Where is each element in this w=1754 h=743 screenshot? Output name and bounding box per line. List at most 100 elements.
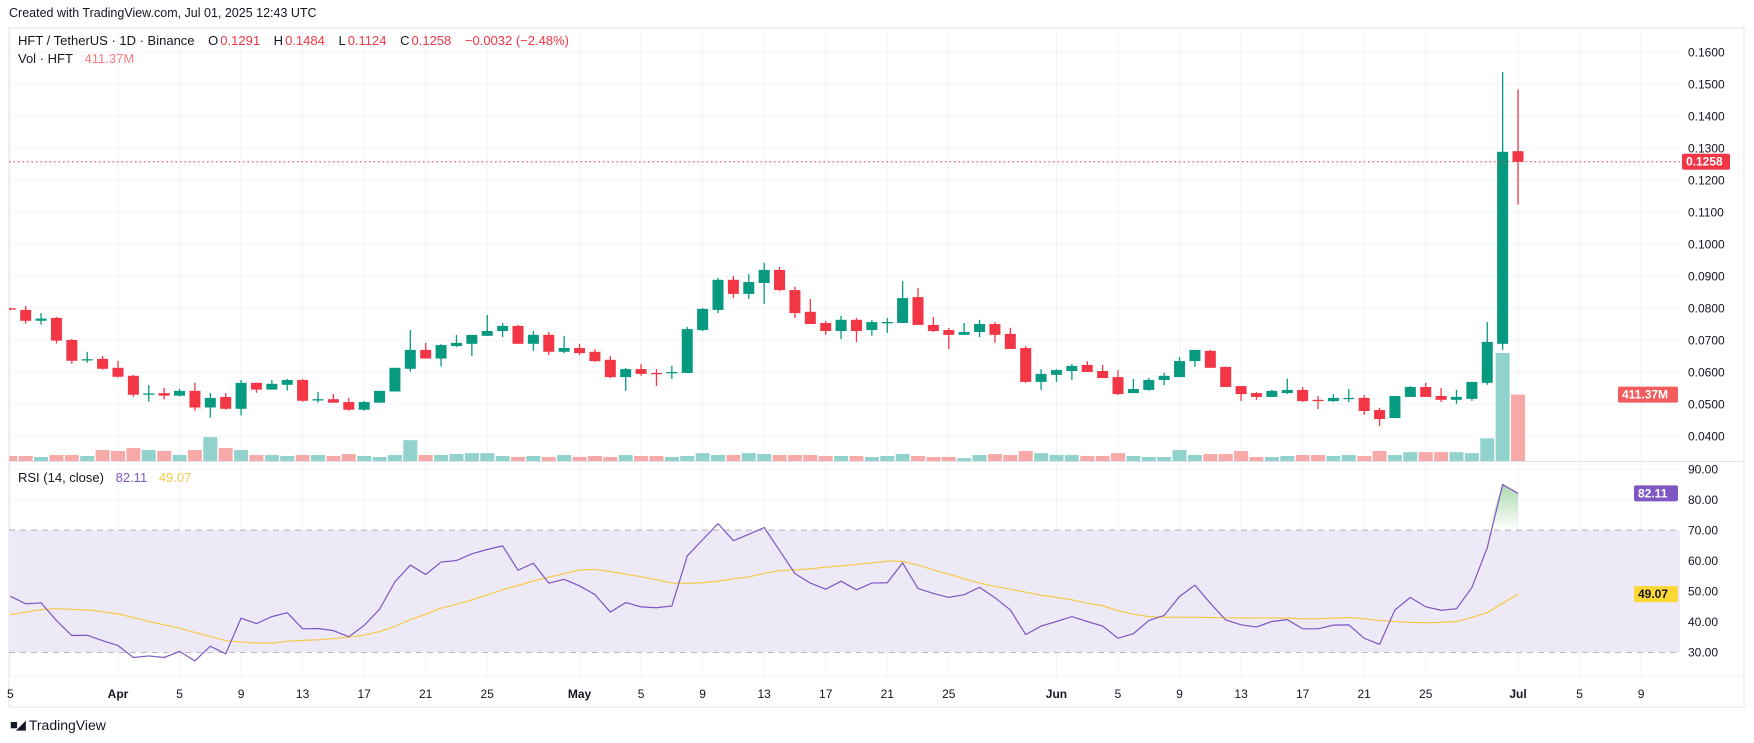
candle-body bbox=[1004, 333, 1016, 349]
time-axis-label: 17 bbox=[1296, 687, 1310, 701]
volume-bar bbox=[1234, 451, 1249, 461]
volume-bar bbox=[495, 456, 510, 461]
volume-bar bbox=[372, 456, 387, 461]
volume-bar bbox=[1311, 455, 1326, 461]
volume-bar bbox=[1018, 451, 1033, 461]
volume-bar bbox=[618, 455, 633, 461]
volume-bar bbox=[603, 456, 618, 461]
candle-body bbox=[1497, 151, 1509, 344]
volume-bar bbox=[9, 456, 18, 461]
candle-body bbox=[850, 319, 862, 332]
price-axis-label: 0.1300 bbox=[1688, 141, 1725, 155]
tradingview-logo[interactable]: ■◢ TradingView bbox=[10, 717, 106, 733]
time-axis-label: Jul bbox=[1509, 687, 1526, 701]
candle-body bbox=[1250, 393, 1262, 397]
time-axis-label: 9 bbox=[238, 687, 245, 701]
volume-bar bbox=[526, 456, 541, 461]
candle-body bbox=[312, 399, 324, 401]
high-value: 0.1484 bbox=[285, 33, 325, 48]
volume-bar bbox=[1218, 454, 1233, 461]
volume-bar bbox=[1249, 456, 1264, 461]
time-axis-label: 9 bbox=[1638, 687, 1645, 701]
volume-bar bbox=[911, 456, 926, 461]
volume-bar bbox=[249, 455, 264, 461]
volume-bar bbox=[1080, 456, 1095, 461]
volume-bar bbox=[1003, 455, 1018, 461]
volume-bar bbox=[49, 455, 64, 461]
volume-bar bbox=[1187, 455, 1202, 461]
axes: 5 Apr 5 9 13 17 21 25 May 5 9 13 17 21 25 Jun 5 9 13 17 21 25… bbox=[7, 45, 1725, 701]
time-axis-label: 13 bbox=[296, 687, 310, 701]
candle-body bbox=[1127, 388, 1139, 394]
rsi-label[interactable]: RSI (14, close) bbox=[18, 470, 104, 485]
candle-body bbox=[835, 319, 847, 332]
volume-bar bbox=[1480, 438, 1495, 461]
candle-body bbox=[35, 318, 47, 321]
candle-body bbox=[250, 382, 262, 390]
candle-body bbox=[20, 309, 32, 321]
candle-body bbox=[1512, 151, 1524, 162]
candle-body bbox=[1404, 387, 1416, 397]
volume-bar bbox=[1264, 456, 1279, 461]
volume-bar bbox=[649, 456, 664, 461]
candle-body bbox=[1066, 365, 1078, 372]
candle-body bbox=[1374, 410, 1386, 420]
low-label: L bbox=[338, 33, 346, 48]
candle-body bbox=[66, 339, 78, 361]
volume-bar bbox=[64, 455, 79, 461]
candle-body bbox=[435, 345, 447, 359]
volume-bar bbox=[341, 454, 356, 461]
candle-body bbox=[635, 369, 647, 374]
time-axis-label: 13 bbox=[757, 687, 771, 701]
candle-body bbox=[1389, 395, 1401, 419]
volume-label[interactable]: Vol · HFT bbox=[18, 51, 73, 66]
symbol-title[interactable]: HFT / TetherUS · 1D · Binance bbox=[18, 33, 195, 48]
candle-body bbox=[174, 390, 186, 396]
volume-bar bbox=[357, 456, 372, 461]
candle-body bbox=[1420, 387, 1432, 397]
volume-bar bbox=[849, 456, 864, 461]
rsi-axis-label: 30.00 bbox=[1688, 645, 1718, 659]
volume-bar bbox=[572, 456, 587, 461]
candle-body bbox=[220, 396, 232, 409]
candle-body bbox=[1343, 397, 1355, 400]
candle-body bbox=[820, 323, 832, 332]
volume-bar bbox=[987, 454, 1002, 461]
volume-bar bbox=[264, 455, 279, 461]
volume-bar bbox=[1157, 456, 1172, 461]
candle-body bbox=[1035, 373, 1047, 382]
candle-body bbox=[1481, 341, 1493, 383]
volume-bar bbox=[1326, 456, 1341, 461]
price-axis-label: 0.0600 bbox=[1688, 365, 1725, 379]
volume-bar bbox=[695, 453, 710, 461]
volume-bar bbox=[557, 455, 572, 461]
candle-body bbox=[127, 375, 139, 395]
volume-legend: Vol · HFT 411.37M bbox=[18, 51, 136, 66]
price-axis-label: 0.1100 bbox=[1688, 205, 1724, 219]
volume-bar bbox=[1341, 455, 1356, 461]
volume-bar bbox=[1126, 456, 1141, 461]
rsi-legend: RSI (14, close) 82.11 49.07 bbox=[18, 470, 193, 485]
candle-body bbox=[466, 334, 478, 344]
price-axis-label: 0.1000 bbox=[1688, 237, 1725, 251]
candle-body bbox=[774, 269, 786, 291]
volume-bar bbox=[1495, 352, 1510, 461]
volume-bars bbox=[9, 352, 1526, 461]
candle-body bbox=[512, 325, 524, 344]
last-volume-tag-bg bbox=[1618, 386, 1678, 403]
candle-body bbox=[297, 379, 309, 401]
volume-bar bbox=[1403, 452, 1418, 461]
candle-body bbox=[1081, 364, 1093, 372]
tradingview-brand: TradingView bbox=[28, 717, 106, 733]
volume-bar bbox=[803, 455, 818, 461]
low-value: 0.1124 bbox=[347, 33, 387, 48]
change-value: −0.0032 (−2.48%) bbox=[464, 33, 569, 48]
volume-bar bbox=[387, 455, 402, 461]
price-axis-label: 0.0400 bbox=[1688, 429, 1725, 443]
candle-body bbox=[758, 269, 770, 284]
volume-bar bbox=[1357, 456, 1372, 461]
candle-body bbox=[1358, 397, 1370, 412]
volume-bar bbox=[234, 450, 249, 461]
time-axis-label: 9 bbox=[1176, 687, 1183, 701]
